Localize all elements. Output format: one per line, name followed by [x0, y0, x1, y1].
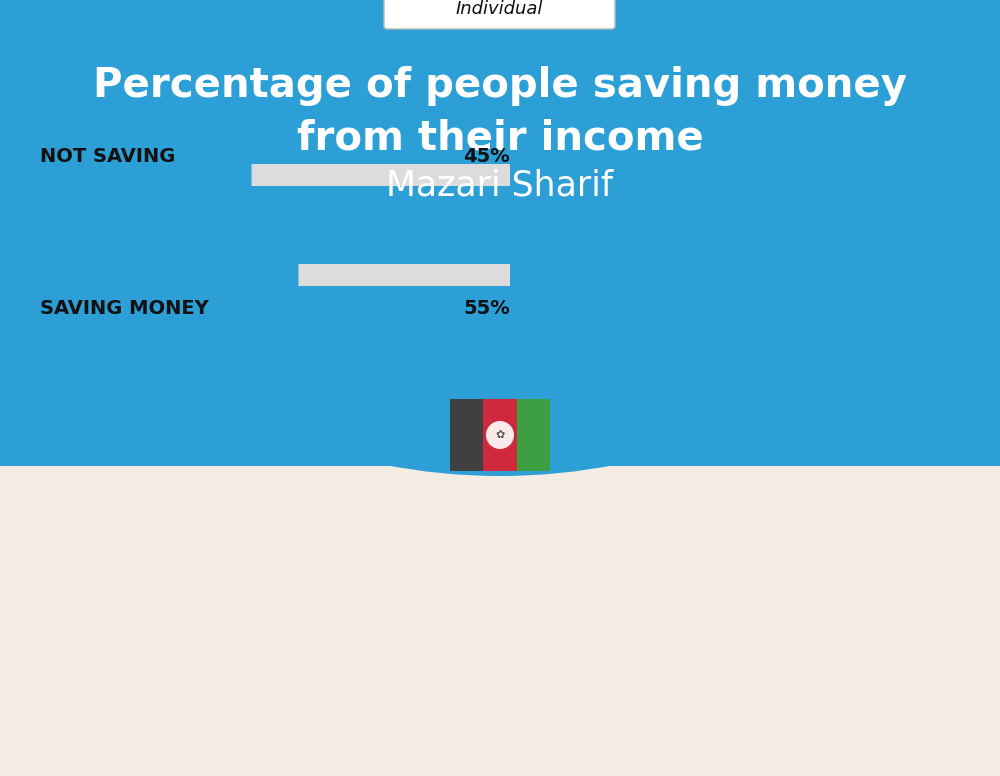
Text: 55%: 55%: [463, 299, 510, 317]
Text: ✿: ✿: [495, 430, 505, 440]
FancyBboxPatch shape: [40, 264, 298, 286]
FancyBboxPatch shape: [40, 164, 252, 186]
Text: from their income: from their income: [297, 118, 703, 158]
FancyBboxPatch shape: [517, 399, 550, 471]
FancyBboxPatch shape: [483, 399, 517, 471]
Text: 45%: 45%: [463, 147, 510, 165]
FancyBboxPatch shape: [40, 164, 510, 186]
FancyBboxPatch shape: [40, 264, 510, 286]
Text: SAVING MONEY: SAVING MONEY: [40, 299, 209, 317]
Circle shape: [486, 421, 514, 449]
Text: Percentage of people saving money: Percentage of people saving money: [93, 66, 907, 106]
Text: NOT SAVING: NOT SAVING: [40, 147, 175, 165]
FancyBboxPatch shape: [384, 0, 615, 29]
Circle shape: [0, 0, 1000, 476]
FancyBboxPatch shape: [450, 399, 483, 471]
Polygon shape: [0, 0, 1000, 466]
Text: Individual: Individual: [456, 0, 543, 18]
Text: Mazari Sharif: Mazari Sharif: [386, 169, 614, 203]
